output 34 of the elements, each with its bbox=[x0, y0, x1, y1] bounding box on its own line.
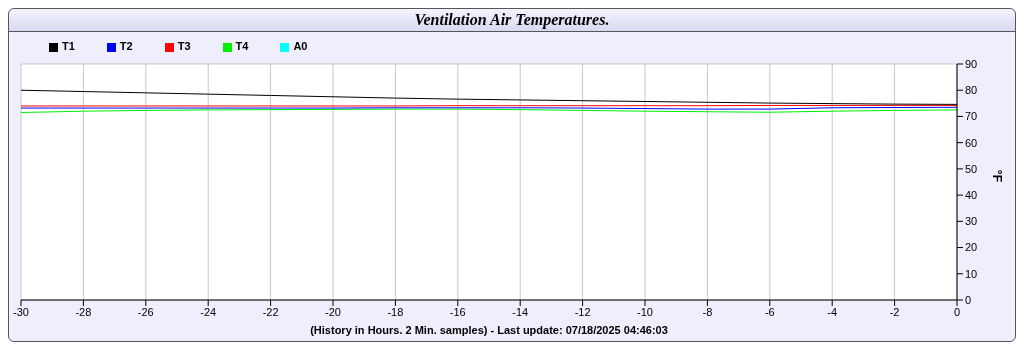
x-tick-label: -12 bbox=[574, 305, 591, 318]
x-tick-label: -30 bbox=[13, 305, 29, 318]
x-tick-label: -4 bbox=[827, 305, 838, 318]
x-tick-label: -28 bbox=[75, 305, 92, 318]
y-tick-label: 70 bbox=[965, 110, 978, 123]
x-tick-label: -14 bbox=[512, 305, 529, 318]
y-axis-title: °F bbox=[989, 169, 1004, 182]
chart-title: Ventilation Air Temperatures. bbox=[9, 9, 1015, 32]
x-tick-label: 0 bbox=[953, 305, 961, 318]
y-tick-label: 90 bbox=[965, 57, 978, 70]
x-tick-label: -24 bbox=[200, 305, 217, 318]
legend-label: T1 bbox=[62, 40, 75, 52]
x-tick-label: -20 bbox=[325, 305, 341, 318]
y-tick-label: 20 bbox=[965, 241, 978, 254]
legend-label: T2 bbox=[119, 40, 133, 52]
y-tick-label: 0 bbox=[965, 293, 972, 306]
legend-label: T3 bbox=[177, 40, 191, 52]
x-tick-label: -18 bbox=[387, 305, 404, 318]
x-axis-title: (History in Hours. 2 Min. samples) - Last update: 07/18/2025 04:46:03 bbox=[310, 324, 668, 336]
y-tick-label: 50 bbox=[965, 162, 978, 175]
x-tick-label: -26 bbox=[137, 305, 154, 318]
y-tick-label: 60 bbox=[965, 136, 978, 149]
y-tick-label: 30 bbox=[965, 215, 978, 228]
y-tick-label: 80 bbox=[965, 84, 978, 97]
legend-label: A0 bbox=[293, 40, 308, 52]
x-tick-label: -10 bbox=[637, 305, 653, 318]
legend-label: T4 bbox=[235, 40, 249, 52]
y-tick-label: 40 bbox=[965, 189, 978, 202]
x-tick-label: -8 bbox=[702, 305, 713, 318]
y-tick-label: 10 bbox=[965, 267, 978, 280]
x-tick-label: -22 bbox=[262, 305, 279, 318]
x-tick-label: -6 bbox=[764, 305, 775, 318]
x-tick-label: -2 bbox=[889, 305, 900, 318]
x-tick-label: -16 bbox=[449, 305, 466, 318]
